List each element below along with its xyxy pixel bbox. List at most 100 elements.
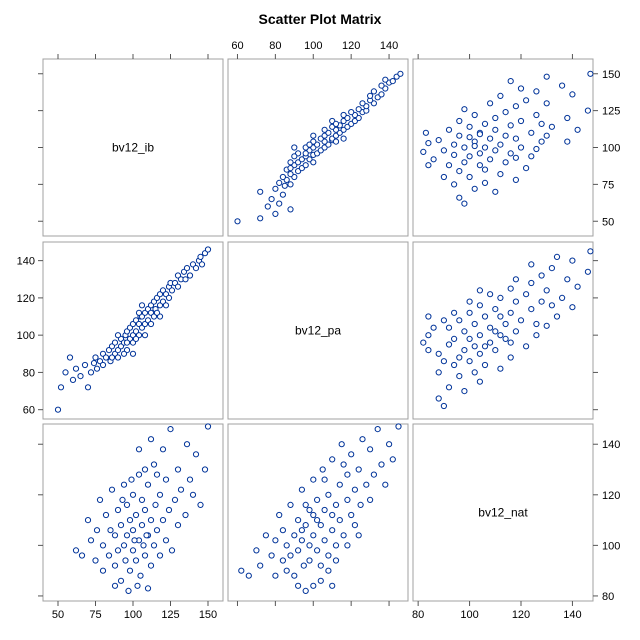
tick-label-bottom: 80 xyxy=(412,609,424,621)
data-point xyxy=(476,332,483,339)
panel-r1-c2 xyxy=(412,241,594,420)
data-point xyxy=(456,373,463,380)
data-point xyxy=(69,376,77,383)
data-point xyxy=(378,82,385,89)
data-point xyxy=(466,309,473,316)
data-point xyxy=(338,441,345,448)
data-point xyxy=(517,117,525,125)
data-point xyxy=(135,446,143,453)
data-point xyxy=(543,100,550,107)
data-point xyxy=(517,85,525,92)
data-point xyxy=(276,179,283,186)
data-point xyxy=(569,257,576,264)
data-point xyxy=(302,522,309,529)
data-point xyxy=(487,291,494,298)
data-point xyxy=(192,451,200,458)
data-point xyxy=(445,324,453,331)
data-point xyxy=(183,265,191,272)
tick-label-bottom: 100 xyxy=(124,609,142,621)
tick-label-bottom: 50 xyxy=(52,609,64,621)
data-point xyxy=(440,402,447,410)
data-point xyxy=(272,537,279,544)
panel-r1-c1: bv12_pa xyxy=(227,241,409,420)
data-point xyxy=(476,302,483,309)
data-point xyxy=(523,165,530,172)
panel-r0-c2 xyxy=(412,58,594,237)
data-point xyxy=(72,547,80,554)
data-point xyxy=(466,298,473,305)
data-point xyxy=(445,384,453,391)
data-point xyxy=(302,162,309,169)
data-point xyxy=(497,294,504,301)
data-point xyxy=(245,572,252,579)
panel-frame xyxy=(42,423,224,602)
data-point xyxy=(253,547,260,554)
data-point xyxy=(291,572,298,579)
data-point xyxy=(445,341,453,348)
data-point xyxy=(492,147,499,154)
data-point xyxy=(461,200,468,207)
tick-label-right: 75 xyxy=(602,179,614,191)
data-point xyxy=(548,265,556,272)
data-point xyxy=(291,153,298,160)
data-point xyxy=(153,471,161,478)
data-point xyxy=(471,343,478,350)
data-point xyxy=(517,144,525,151)
data-point xyxy=(310,159,317,166)
data-point xyxy=(126,567,134,574)
data-point xyxy=(487,339,494,346)
data-point xyxy=(440,317,447,324)
data-point xyxy=(492,188,499,195)
data-point xyxy=(87,537,95,544)
data-point xyxy=(456,354,463,361)
data-point xyxy=(340,461,347,468)
data-point xyxy=(517,317,525,324)
data-point xyxy=(317,562,324,569)
data-point xyxy=(332,138,340,145)
data-point xyxy=(564,276,571,283)
data-point xyxy=(171,496,179,503)
data-point xyxy=(132,511,140,519)
data-point xyxy=(262,532,269,539)
data-point xyxy=(114,506,122,514)
data-point xyxy=(54,406,62,413)
data-point xyxy=(156,552,164,559)
data-point xyxy=(162,537,170,544)
data-point xyxy=(528,129,535,136)
data-point xyxy=(497,171,504,178)
data-point xyxy=(461,347,468,354)
data-point xyxy=(351,486,358,493)
tick-label-right: 150 xyxy=(602,69,620,81)
data-point xyxy=(533,111,540,119)
data-point xyxy=(287,181,294,188)
data-point xyxy=(111,532,119,539)
data-point xyxy=(62,369,69,376)
data-point xyxy=(96,496,104,503)
data-point xyxy=(314,496,321,503)
data-point xyxy=(487,135,494,142)
data-point xyxy=(538,298,545,305)
data-point xyxy=(329,527,336,534)
data-point xyxy=(543,132,550,139)
variable-label-bv12_pa: bv12_pa xyxy=(295,324,341,338)
data-point xyxy=(268,196,275,203)
panel-r2-c1 xyxy=(227,423,409,602)
data-point xyxy=(99,361,107,369)
data-point xyxy=(128,476,135,483)
data-point xyxy=(533,332,540,339)
data-point xyxy=(177,486,185,493)
data-point xyxy=(279,173,286,181)
data-point xyxy=(528,261,535,268)
data-point xyxy=(512,154,520,161)
data-point xyxy=(134,582,141,589)
data-point xyxy=(298,527,305,534)
data-point xyxy=(291,532,298,539)
data-point xyxy=(456,117,463,125)
data-point xyxy=(317,577,324,584)
data-point xyxy=(476,150,483,157)
data-point xyxy=(425,347,432,354)
data-point xyxy=(329,456,336,463)
data-point xyxy=(430,324,437,331)
data-point xyxy=(302,501,309,508)
data-point xyxy=(329,582,336,589)
